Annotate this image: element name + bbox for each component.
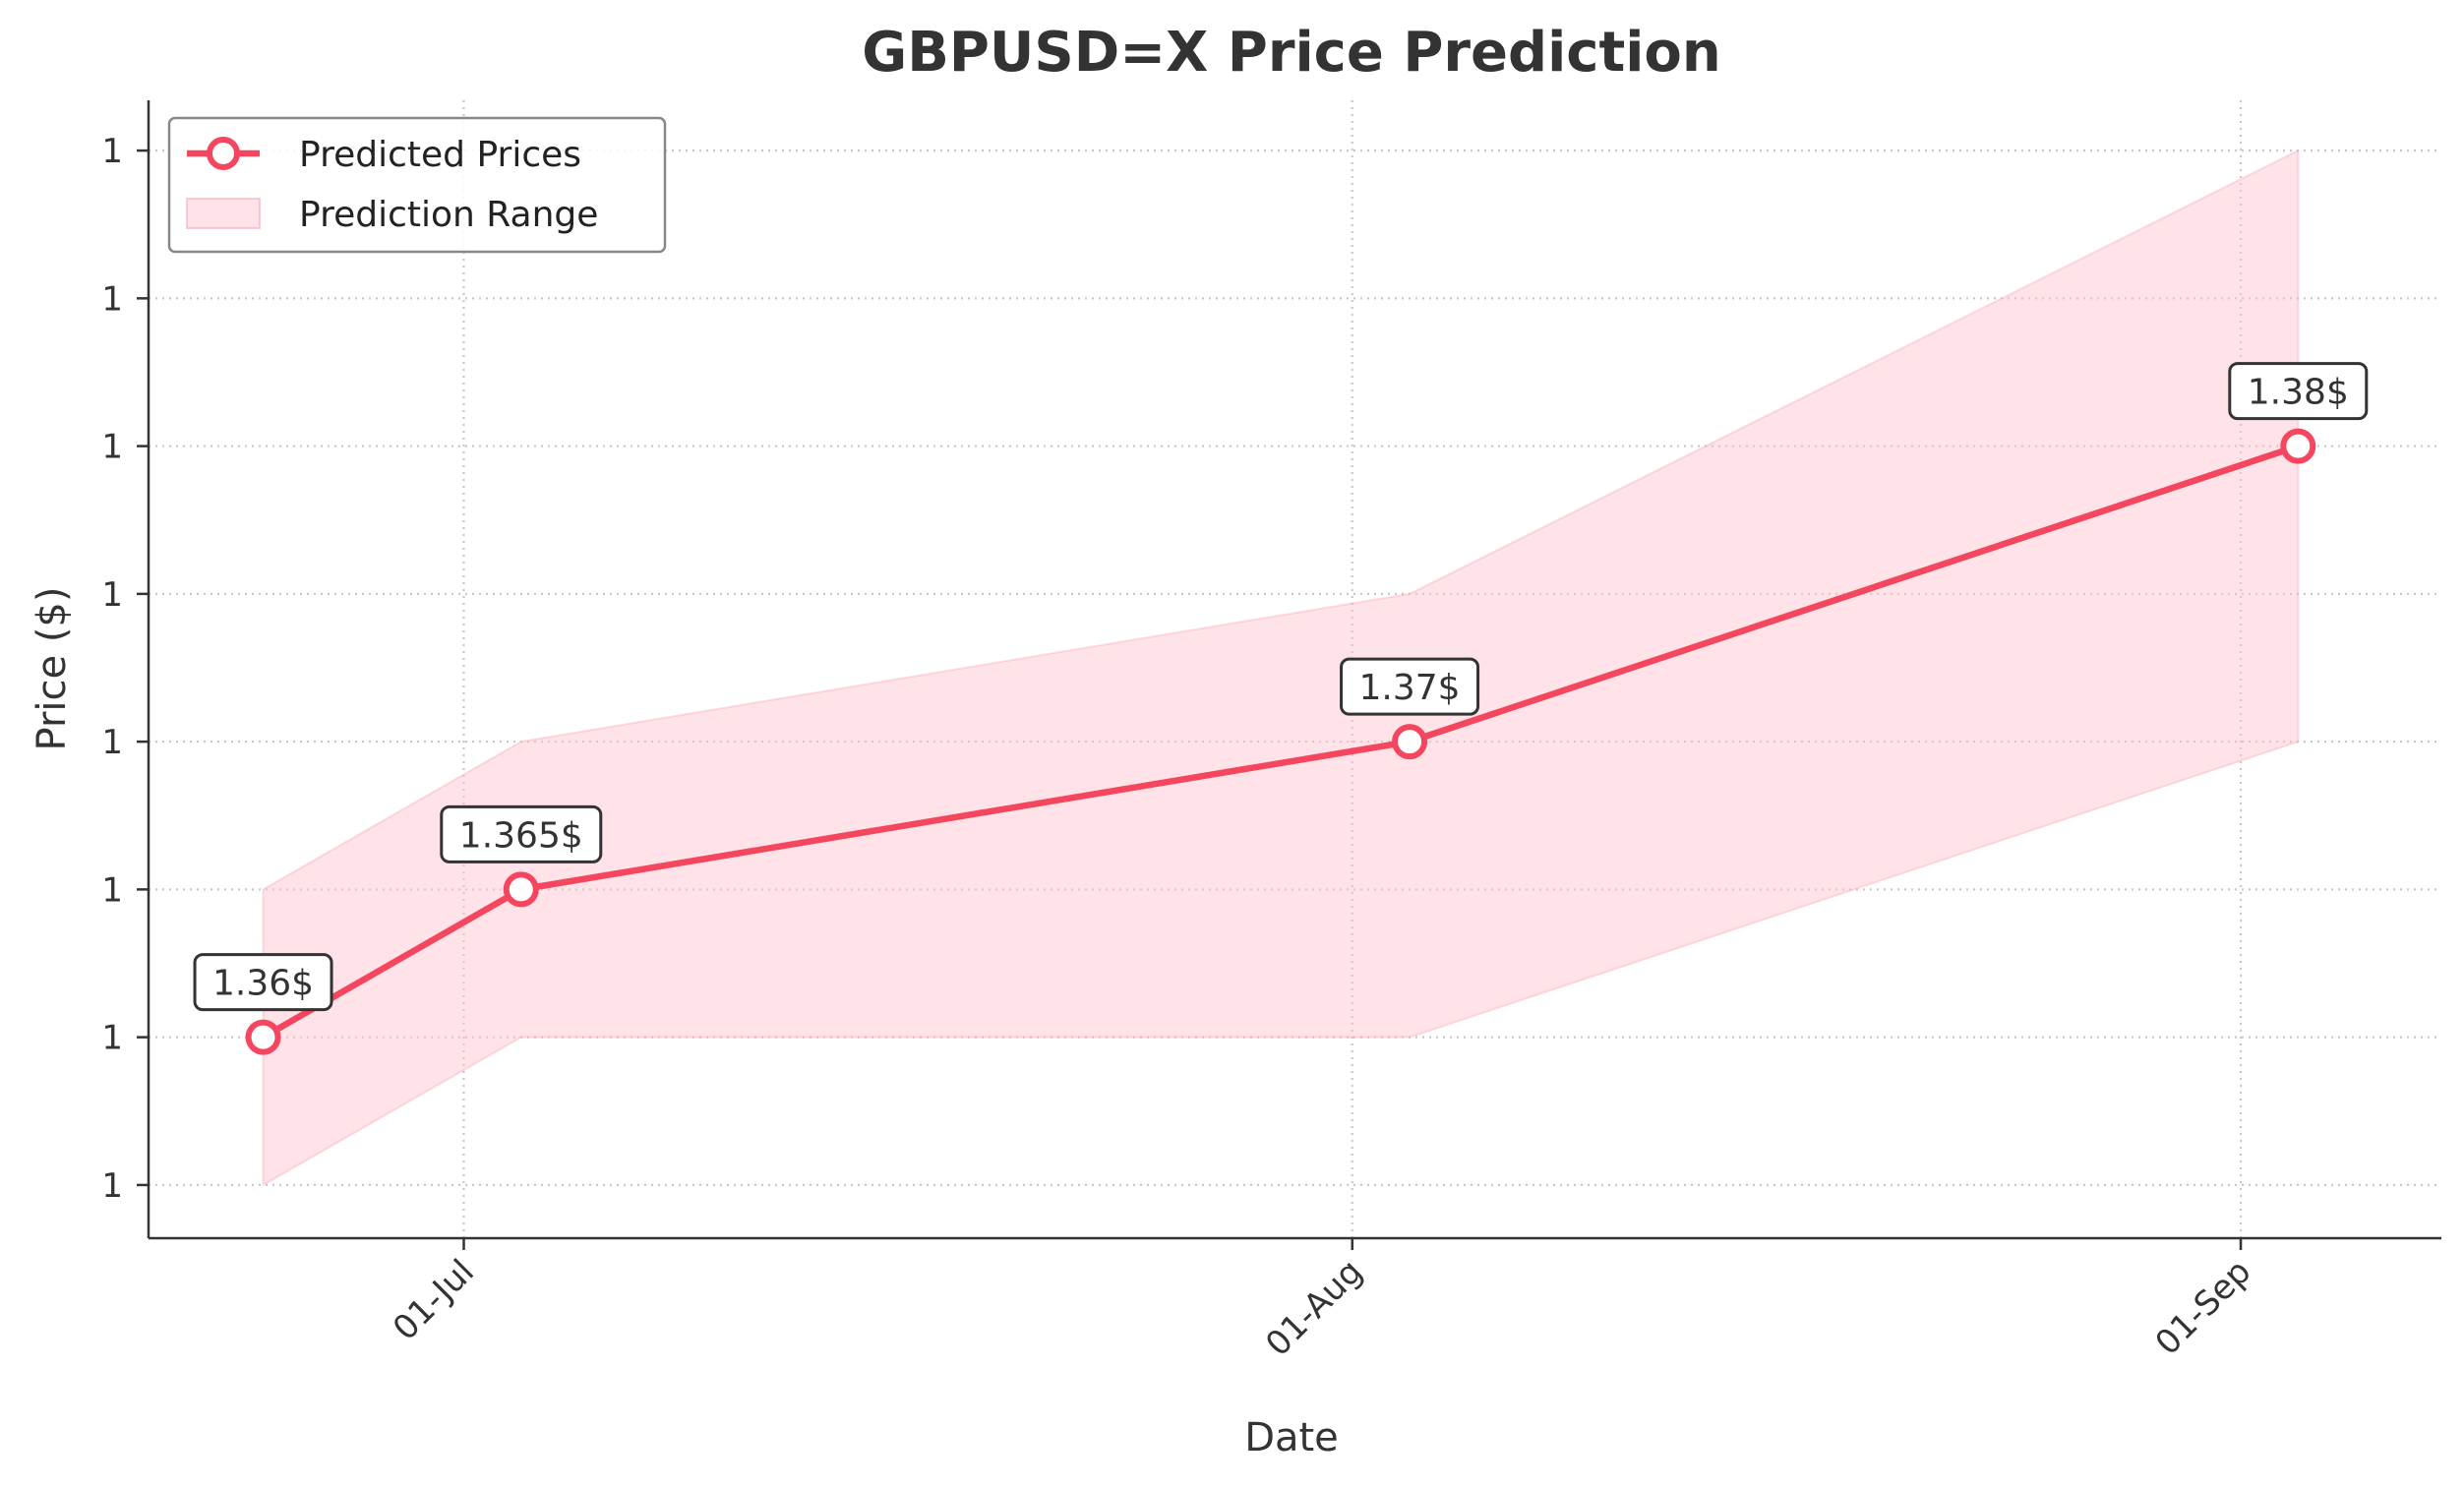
prediction-range-area: [262, 149, 2300, 1187]
x-tick-label: 01-Sep: [2148, 1252, 2259, 1363]
predicted-price-line: [260, 443, 2302, 1041]
chart-title: GBPUSD=X Price Prediction: [862, 21, 1721, 85]
price-annotation-box: [193, 953, 333, 1012]
legend: Predicted Prices Prediction Range: [167, 116, 667, 254]
predicted-prices-series: [245, 428, 2316, 1055]
y-tick-label: 1: [101, 575, 123, 615]
price-annotation-label: 1.36$: [212, 964, 314, 1004]
y-tick-label: 1: [101, 870, 123, 910]
predicted-price-point: [245, 1019, 281, 1055]
legend-label-predicted: Predicted Prices: [299, 135, 581, 175]
y-tick-label: 1: [101, 279, 123, 319]
legend-box: [167, 116, 667, 254]
predicted-price-point: [2280, 428, 2316, 464]
prediction-range-band: [262, 149, 2300, 1187]
y-tick-label: 1: [101, 132, 123, 171]
y-axis-label: Price ($): [30, 587, 75, 751]
x-tick-label: 01-Jul: [386, 1252, 482, 1348]
legend-range-swatch: [186, 198, 261, 229]
y-tick-label: 1: [101, 428, 123, 467]
price-annotation-box: [1340, 657, 1480, 716]
legend-marker-swatch: [207, 137, 240, 170]
price-annotation-box: [440, 804, 603, 863]
x-axis-label: Date: [1244, 1415, 1339, 1460]
predicted-price-point: [1392, 724, 1428, 760]
predicted-price-point: [503, 871, 539, 908]
price-annotation-label: 1.38$: [2248, 373, 2349, 413]
y-tick-label: 1: [101, 1166, 123, 1206]
price-annotation-label: 1.37$: [1359, 668, 1461, 708]
y-tick-label: 1: [101, 723, 123, 762]
price-annotation-label: 1.365$: [459, 815, 583, 856]
legend-label-range: Prediction Range: [299, 195, 598, 235]
price-annotations: 1.36$ 1.365$ 1.37$ 1.38$: [193, 362, 2369, 1012]
price-annotation-box: [2228, 362, 2369, 421]
x-tick-label: 01-Aug: [1258, 1252, 1370, 1364]
y-tick-label: 1: [101, 1019, 123, 1058]
